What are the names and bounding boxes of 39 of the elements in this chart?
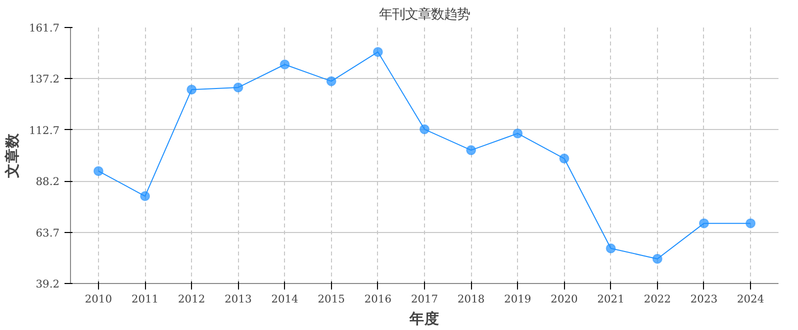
x-tick-label: 2019 — [504, 292, 532, 306]
x-tick-label: 2016 — [364, 292, 392, 306]
point — [698, 218, 709, 228]
x-tick-label: 2021 — [597, 292, 624, 306]
x-tick-label: 2020 — [550, 292, 578, 306]
x-tick-label: 2013 — [224, 292, 252, 306]
point — [466, 145, 476, 156]
chart-title: 年刊文章数趋势 — [379, 8, 470, 22]
y-tick-label: 112.7 — [28, 124, 60, 137]
x-tick-label: 2015 — [318, 292, 345, 306]
point — [559, 154, 570, 164]
x-tick-label: 2014 — [271, 292, 299, 306]
y-tick-label: 137.2 — [28, 72, 60, 86]
point — [746, 218, 756, 228]
x-tick-label: 2024 — [736, 292, 764, 306]
point — [420, 124, 430, 134]
point — [372, 46, 383, 57]
point — [140, 191, 150, 202]
point — [186, 84, 197, 95]
y-tick-label: 63.7 — [36, 226, 60, 240]
x-tick-label: 2011 — [131, 292, 159, 306]
y-tick-label: 39.2 — [36, 278, 60, 290]
point — [280, 60, 290, 70]
point — [233, 82, 244, 92]
point — [606, 243, 616, 254]
x-tick-label: 2022 — [644, 292, 671, 306]
x-axis-title: 年度 — [408, 310, 440, 328]
x-tick-label: 2010 — [84, 292, 112, 306]
y-tick-label: 161.7 — [28, 22, 60, 34]
x-tick-label: 2012 — [178, 292, 206, 306]
point — [93, 166, 104, 176]
y-axis-title: 文章数 — [2, 132, 21, 179]
point — [512, 128, 523, 138]
x-tick-label: 2017 — [410, 292, 438, 306]
x-tick-label: 2023 — [690, 292, 718, 306]
point — [652, 254, 662, 264]
x-tick-label: 2018 — [458, 292, 485, 306]
y-tick-label: 88.2 — [36, 175, 60, 188]
point — [326, 76, 336, 86]
